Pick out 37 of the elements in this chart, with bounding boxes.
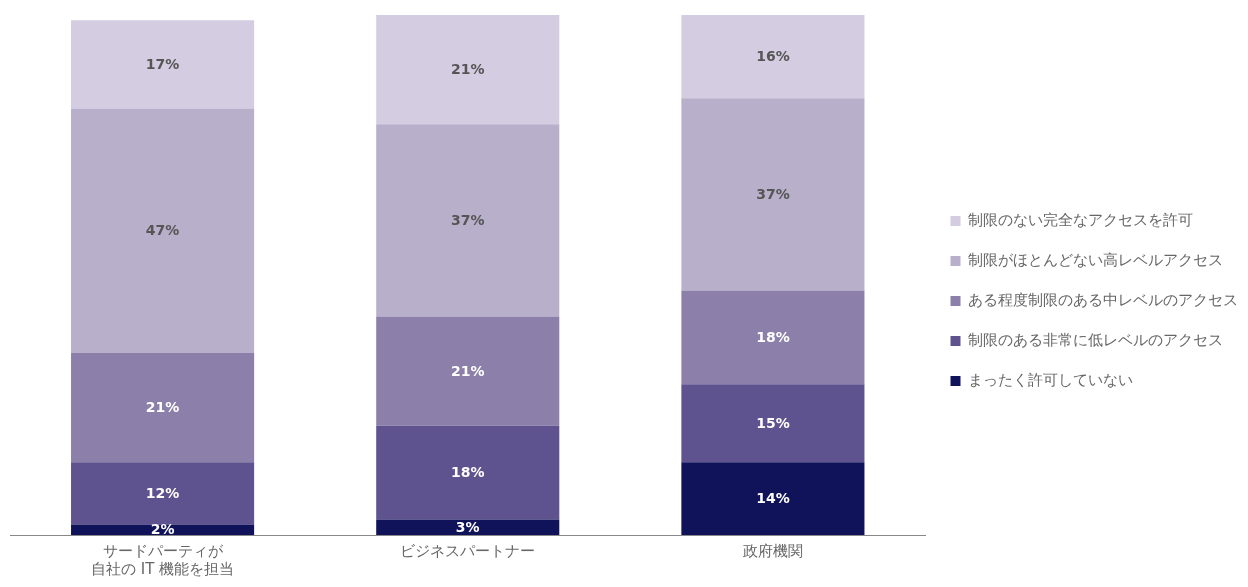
- bar: [376, 124, 560, 317]
- legend-label: 制限のない完全なアクセスを許可: [968, 210, 1193, 229]
- data-label: 17%: [145, 56, 180, 73]
- data-label: 37%: [450, 212, 485, 229]
- data-label: 2%: [150, 521, 175, 538]
- data-label: 12%: [145, 485, 180, 502]
- bar: [681, 384, 865, 463]
- bar: [681, 15, 865, 99]
- data-label: 37%: [756, 186, 790, 203]
- bar: [71, 20, 255, 109]
- bar: [681, 462, 865, 535]
- bar: [681, 290, 865, 385]
- data-label: 21%: [450, 61, 485, 78]
- legend-label: 制限がほとんどない高レベルアクセス: [968, 250, 1223, 269]
- data-label: 21%: [450, 362, 485, 379]
- x-tick-label: サードパーティが自社の IT 機能を担当: [91, 541, 235, 578]
- bar: [681, 98, 865, 291]
- data-label: 47%: [145, 222, 180, 239]
- data-label: 3%: [455, 518, 480, 535]
- bar: [376, 519, 560, 535]
- data-label: 21%: [145, 399, 180, 416]
- legend-label: 制限のある非常に低レベルのアクセス: [968, 330, 1223, 349]
- bar: [71, 462, 255, 525]
- bar: [71, 353, 255, 463]
- legend-label: ある程度制限のある中レベルのアクセス: [968, 290, 1238, 309]
- legend-label: まったく許可していない: [968, 370, 1133, 389]
- x-tick-label: ビジネスパートナー: [400, 541, 536, 560]
- data-label: 15%: [756, 414, 790, 431]
- data-label: 18%: [756, 329, 790, 346]
- bar: [376, 15, 560, 125]
- data-label: 16%: [756, 48, 790, 65]
- x-tick-label: 政府機関: [742, 541, 803, 560]
- data-label: 14%: [756, 490, 790, 507]
- bar: [71, 108, 255, 353]
- data-label: 18%: [450, 464, 485, 481]
- bar: [376, 316, 560, 426]
- bar: [376, 425, 560, 520]
